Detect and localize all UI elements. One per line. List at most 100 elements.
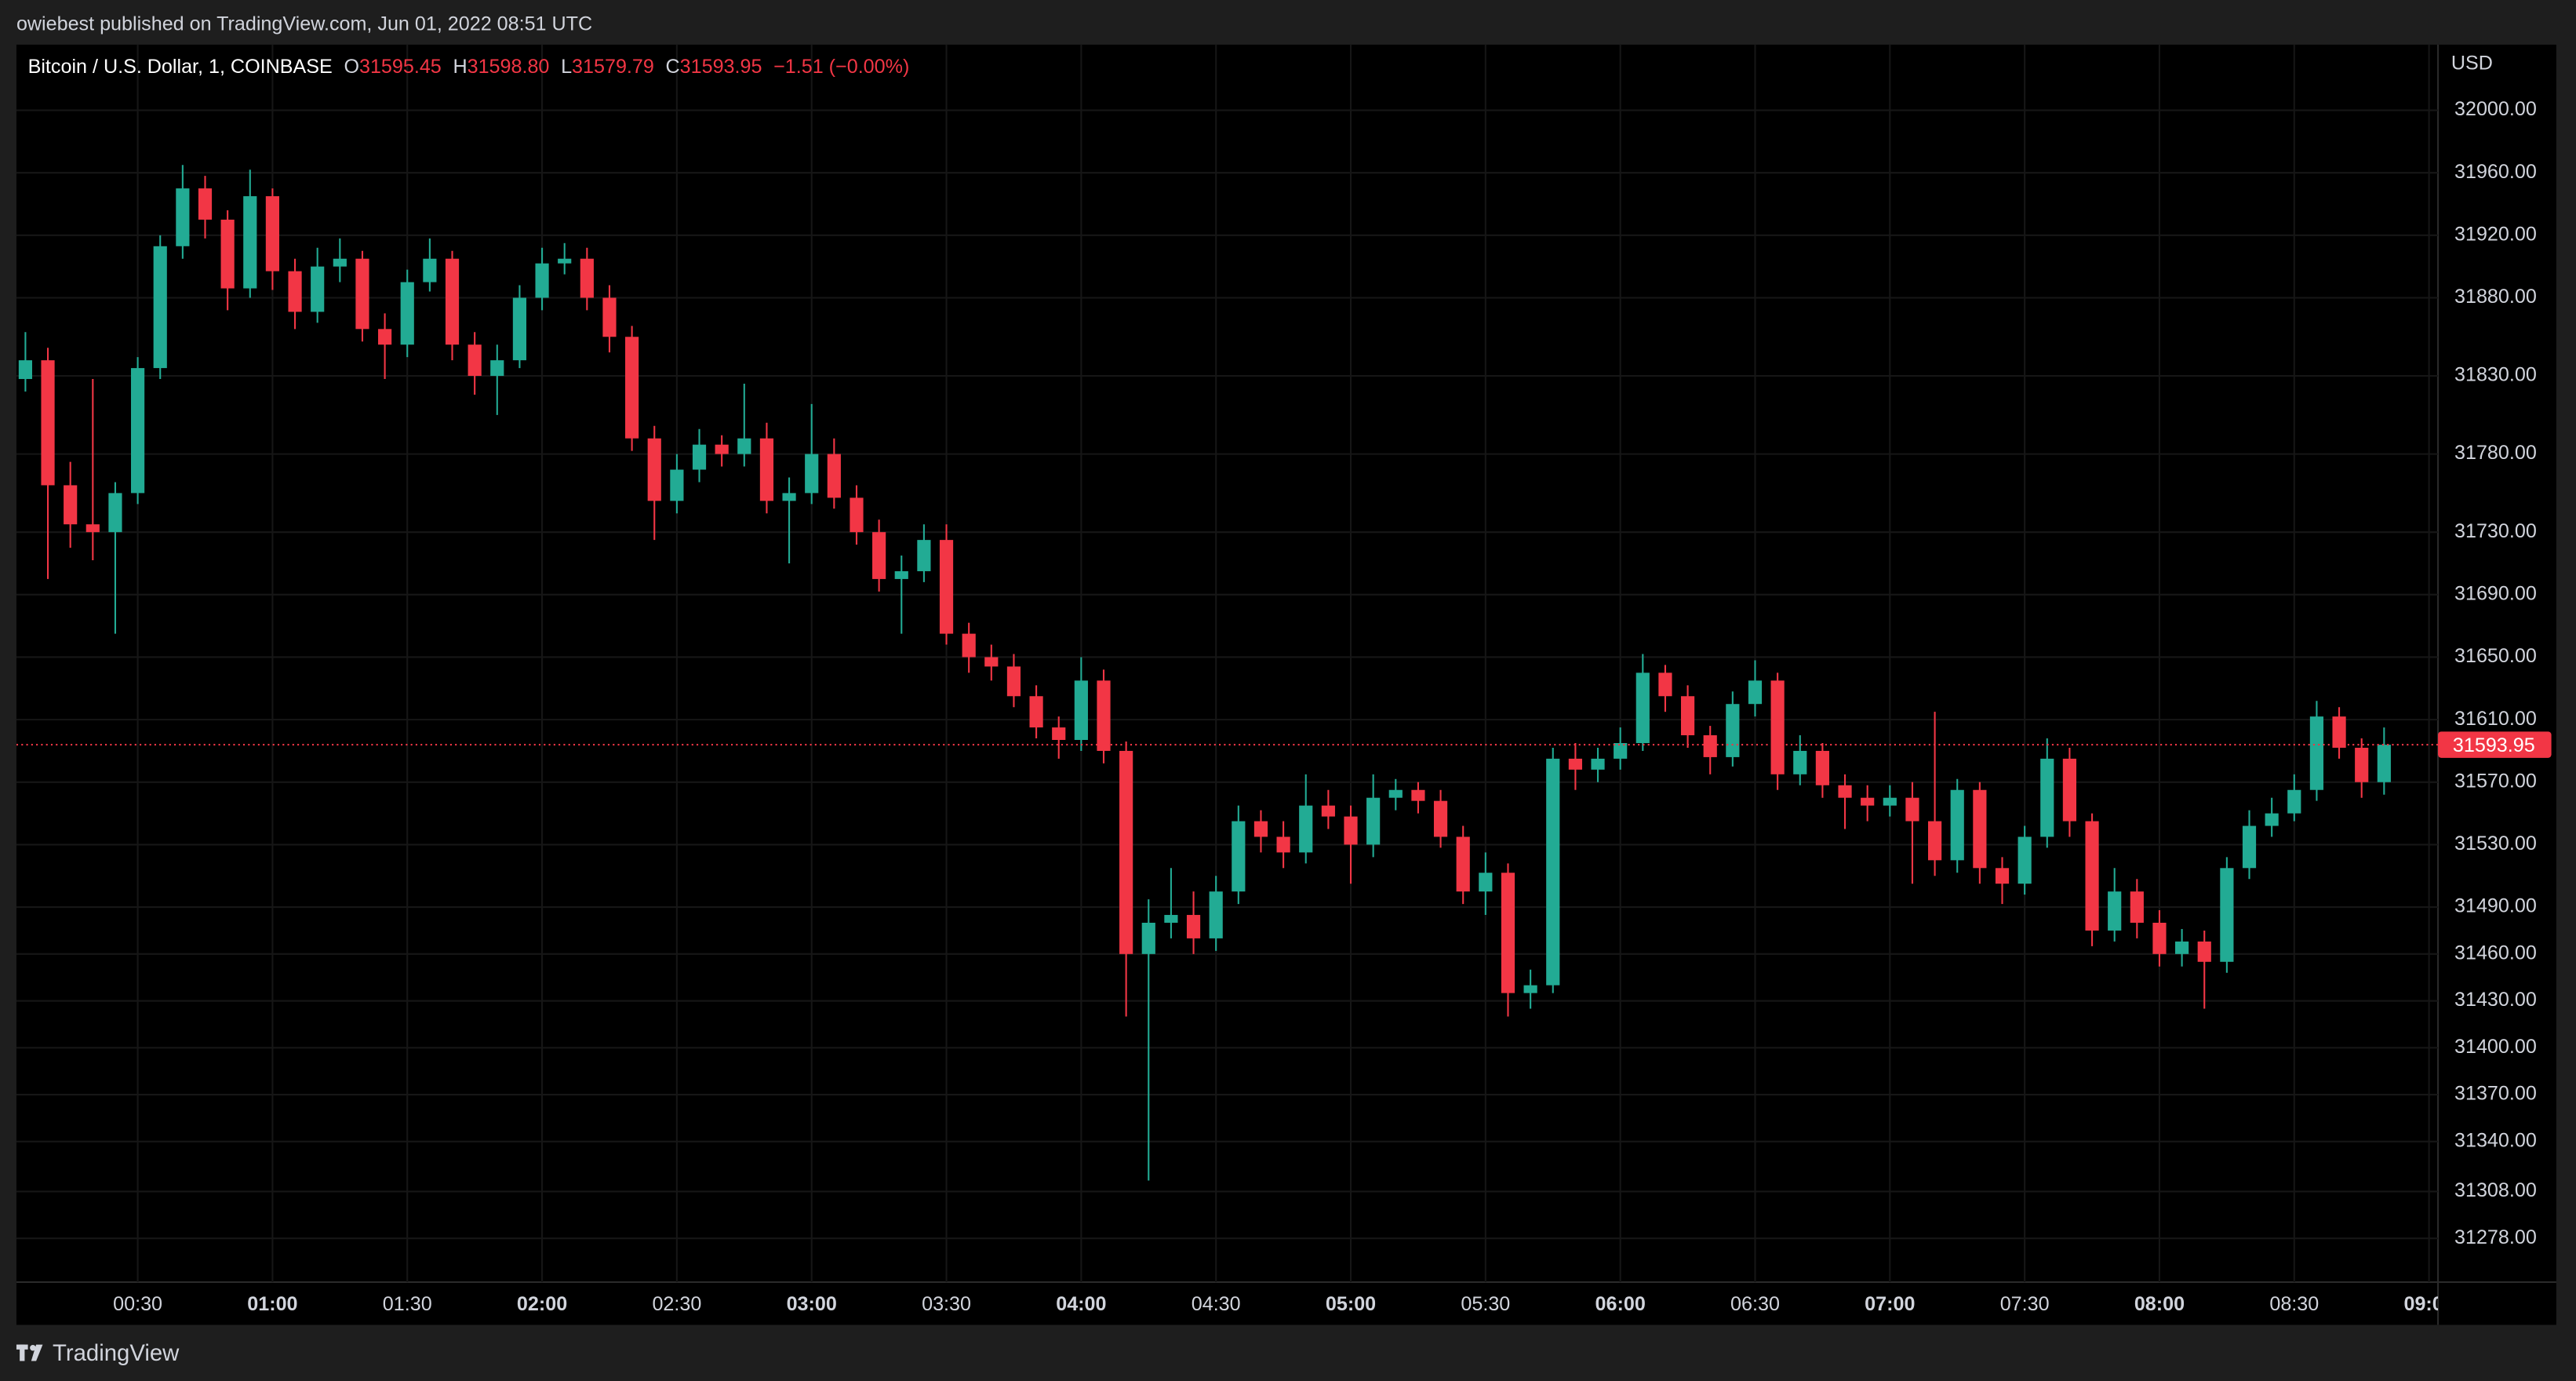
candle-body — [2242, 825, 2257, 869]
candle-body — [602, 297, 617, 337]
x-tick-label: 01:30 — [383, 1293, 432, 1315]
candle-body — [1546, 758, 1560, 986]
y-tick-label: 31530.00 — [2454, 833, 2537, 854]
legend-value: 31595.45 — [359, 56, 442, 78]
candle-body — [917, 540, 931, 571]
candle-body — [1029, 696, 1043, 728]
candle-body — [2130, 891, 2144, 923]
candle-body — [153, 246, 167, 369]
candle-body — [2220, 868, 2234, 962]
candle-body — [894, 570, 908, 579]
candle-body — [1950, 789, 1964, 861]
candle-body — [1748, 680, 1763, 705]
x-tick-label: 09:00 — [2403, 1293, 2454, 1315]
candle-body — [2152, 922, 2167, 954]
y-tick-label: 31650.00 — [2454, 645, 2537, 667]
legend-change: −1.51 (−0.00%) — [773, 56, 909, 78]
candle-body — [1299, 805, 1313, 853]
legend-key: O — [344, 56, 359, 78]
x-tick-label: 02:30 — [652, 1293, 701, 1315]
legend-value: 31593.95 — [680, 56, 762, 78]
x-tick-label: 01:00 — [247, 1293, 297, 1315]
candle-body — [1433, 800, 1448, 837]
candle-body — [220, 219, 235, 289]
candle-body — [1388, 789, 1403, 798]
candle-body — [535, 263, 549, 298]
candle-body — [108, 493, 122, 533]
footer-logo — [16, 1344, 43, 1361]
candle-body — [939, 540, 954, 634]
candle-body — [827, 454, 841, 498]
x-tick-label: 04:00 — [1056, 1293, 1106, 1315]
legend-value: 31579.79 — [572, 56, 654, 78]
candle-body — [670, 469, 684, 501]
candle-body — [1344, 816, 1358, 845]
y-tick-label: 31400.00 — [2454, 1036, 2537, 1058]
candle-body — [782, 493, 796, 501]
currency-label: USD — [2451, 53, 2493, 75]
candle-body — [692, 444, 707, 470]
candle-body — [2197, 941, 2211, 962]
candle-body — [1883, 797, 1897, 806]
candle-body — [1119, 750, 1133, 954]
y-tick-label: 32000.00 — [2454, 98, 2537, 120]
x-tick-label: 03:30 — [922, 1293, 971, 1315]
x-tick-label: 05:30 — [1461, 1293, 1510, 1315]
y-tick-label: 31690.00 — [2454, 582, 2537, 604]
candle-body — [647, 438, 661, 501]
candle-body — [2265, 813, 2279, 826]
y-tick-label: 31780.00 — [2454, 442, 2537, 464]
candle-body — [2108, 891, 2122, 931]
x-tick-label: 05:00 — [1326, 1293, 1376, 1315]
candle-body — [1321, 805, 1335, 817]
chart-pane — [16, 44, 2556, 1325]
x-tick-label: 08:30 — [2269, 1293, 2319, 1315]
x-tick-label: 04:30 — [1192, 1293, 1241, 1315]
candle-body — [2040, 758, 2054, 837]
candle-body — [288, 271, 302, 312]
x-tick-label: 07:00 — [1865, 1293, 1915, 1315]
x-tick-label: 02:00 — [517, 1293, 567, 1315]
last-price-label: 31593.95 — [2453, 734, 2535, 756]
candle-body — [715, 444, 729, 454]
candle-body — [625, 337, 639, 439]
candle-body — [265, 196, 280, 271]
candle-body — [1726, 704, 1740, 757]
candle-body — [1097, 680, 1111, 751]
candle-body — [2287, 789, 2301, 814]
candle-body — [1658, 672, 1672, 697]
candle-body — [490, 360, 504, 377]
candle-body — [86, 524, 100, 533]
candle-body — [2309, 716, 2324, 790]
candle-body — [1568, 758, 1582, 770]
candle-body — [243, 196, 257, 289]
candle-body — [1927, 821, 1942, 861]
candle-body — [1905, 797, 1919, 822]
candle-body — [445, 258, 460, 345]
candle-body — [1186, 915, 1201, 938]
candle-body — [64, 485, 78, 525]
candle-body — [1770, 680, 1785, 774]
candle-body — [2062, 758, 2077, 822]
candle-body — [423, 258, 437, 282]
candle-body — [2377, 745, 2391, 782]
y-tick-label: 31460.00 — [2454, 942, 2537, 964]
candle-body — [1232, 821, 1246, 892]
candle-body — [580, 258, 594, 298]
candle-body — [872, 532, 886, 579]
candle-body — [1253, 821, 1268, 837]
candle-body — [18, 360, 32, 380]
candle-body — [468, 344, 482, 377]
y-tick-label: 31960.00 — [2454, 161, 2537, 183]
candle-body — [41, 360, 55, 486]
candle-body — [355, 258, 369, 330]
y-tick-label: 31340.00 — [2454, 1129, 2537, 1151]
legend: Bitcoin / U.S. Dollar, 1, COINBASE O31595… — [28, 56, 910, 78]
x-tick-label: 08:00 — [2134, 1293, 2185, 1315]
candle-body — [1793, 750, 1807, 774]
candles — [18, 165, 2391, 1181]
y-tick-label: 31730.00 — [2454, 520, 2537, 542]
candle-body — [1973, 789, 1987, 869]
y-tick-label: 31830.00 — [2454, 364, 2537, 386]
